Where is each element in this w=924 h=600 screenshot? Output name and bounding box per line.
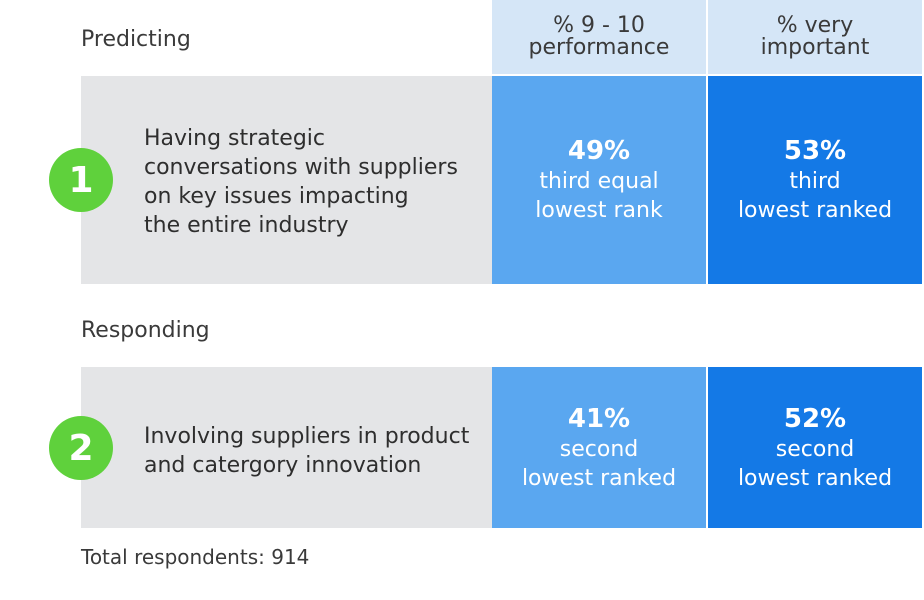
row-text-line: the entire industry: [144, 213, 349, 238]
importance-percent: 52%: [783, 403, 847, 434]
section-label-predicting: Predicting: [81, 27, 191, 52]
row-text-line: on key issues impacting: [144, 184, 409, 209]
importance-rank-line: lowest ranked: [737, 198, 893, 223]
performance-rank-line: lowest ranked: [521, 465, 677, 491]
importance-rank-line: second: [775, 436, 855, 462]
column-header-importance-line2: important: [760, 35, 870, 60]
importance-rank-line: lowest ranked: [737, 465, 893, 491]
row-description-1: [81, 76, 492, 284]
importance-cell-2: 52% second lowest ranked: [708, 367, 922, 528]
performance-rank-line: second: [559, 436, 639, 462]
performance-percent: 49%: [567, 136, 631, 166]
performance-cell-1: 49% third equal lowest rank: [492, 76, 706, 284]
row-text-line: conversations with suppliers: [144, 155, 458, 180]
performance-rank-line: lowest rank: [535, 198, 663, 223]
badge-number-2: 2: [49, 416, 113, 480]
importance-percent: 53%: [783, 136, 847, 166]
column-header-performance-line2: performance: [528, 35, 670, 60]
row-text-1: Having strategic conversations with supp…: [144, 124, 458, 240]
column-header-performance-line1: % 9 - 10: [553, 13, 645, 38]
column-header-importance-line1: % very: [776, 13, 854, 38]
column-header-importance: % very important: [708, 0, 922, 74]
row-description-2: [81, 367, 492, 528]
column-header-performance: % 9 - 10 performance: [492, 0, 706, 74]
row-text-line: and catergory innovation: [144, 453, 422, 478]
importance-cell-1: 53% third lowest ranked: [708, 76, 922, 284]
performance-percent: 41%: [567, 403, 631, 434]
footnote-total-respondents: Total respondents: 914: [81, 545, 310, 569]
row-text-line: Involving suppliers in product: [144, 424, 470, 449]
row-text-line: Having strategic: [144, 126, 326, 151]
badge-number-1: 1: [49, 148, 113, 212]
performance-cell-2: 41% second lowest ranked: [492, 367, 706, 528]
performance-rank-line: third equal: [539, 169, 659, 194]
section-label-responding: Responding: [81, 318, 210, 343]
importance-rank-line: third: [789, 169, 841, 194]
row-text-2: Involving suppliers in product and cater…: [144, 422, 469, 480]
